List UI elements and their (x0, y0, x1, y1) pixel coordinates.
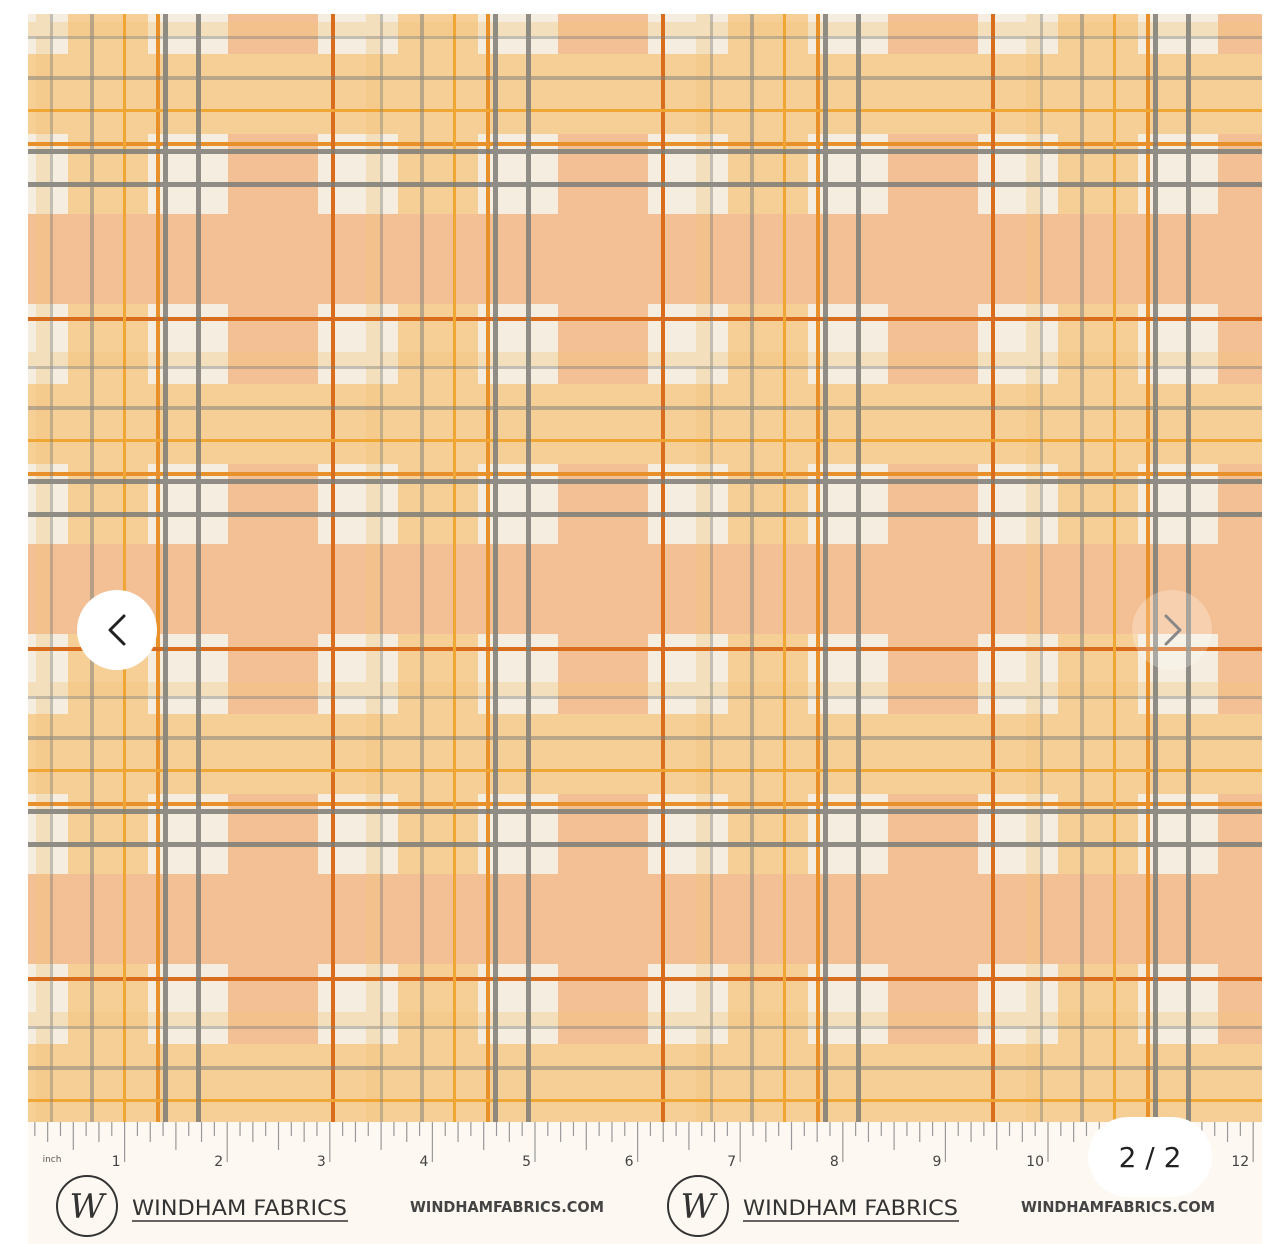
ruler-label: 6 (625, 1154, 634, 1170)
ruler: inch 123456789101112 (34, 1122, 1254, 1170)
ruler-label: 12 (1231, 1154, 1249, 1170)
ruler-unit: inch (43, 1155, 62, 1165)
ruler-label: 10 (1026, 1154, 1044, 1170)
counter-pill: 2 / 2 (1088, 1117, 1212, 1197)
brand-url: WINDHAMFABRICS.COM (1021, 1198, 1215, 1216)
logo-mark: W (681, 1187, 719, 1227)
brand-url: WINDHAMFABRICS.COM (410, 1198, 604, 1216)
fabric-image (28, 14, 1262, 1244)
slide-counter: 2 / 2 (1119, 1141, 1182, 1174)
next-button[interactable] (1132, 590, 1212, 670)
ruler-label: 8 (830, 1154, 839, 1170)
ruler-label: 9 (932, 1154, 941, 1170)
ruler-label: 1 (112, 1154, 121, 1170)
brand-name: WINDHAM FABRICS (132, 1196, 347, 1220)
brand-name: WINDHAM FABRICS (743, 1196, 958, 1220)
ruler-strip (28, 1122, 1262, 1244)
logo-circle (667, 1175, 729, 1237)
ruler-label: 3 (317, 1154, 326, 1170)
ruler-label: 4 (419, 1154, 428, 1170)
ruler-label: 2 (214, 1154, 223, 1170)
prev-button[interactable] (77, 590, 157, 670)
branding: W WINDHAM FABRICS WINDHAMFABRICS.COM W WINDH… (56, 1175, 1215, 1237)
logo-mark: W (70, 1187, 108, 1227)
logo-circle (56, 1175, 118, 1237)
ruler-label: 5 (522, 1154, 531, 1170)
ruler-label: 7 (727, 1154, 736, 1170)
